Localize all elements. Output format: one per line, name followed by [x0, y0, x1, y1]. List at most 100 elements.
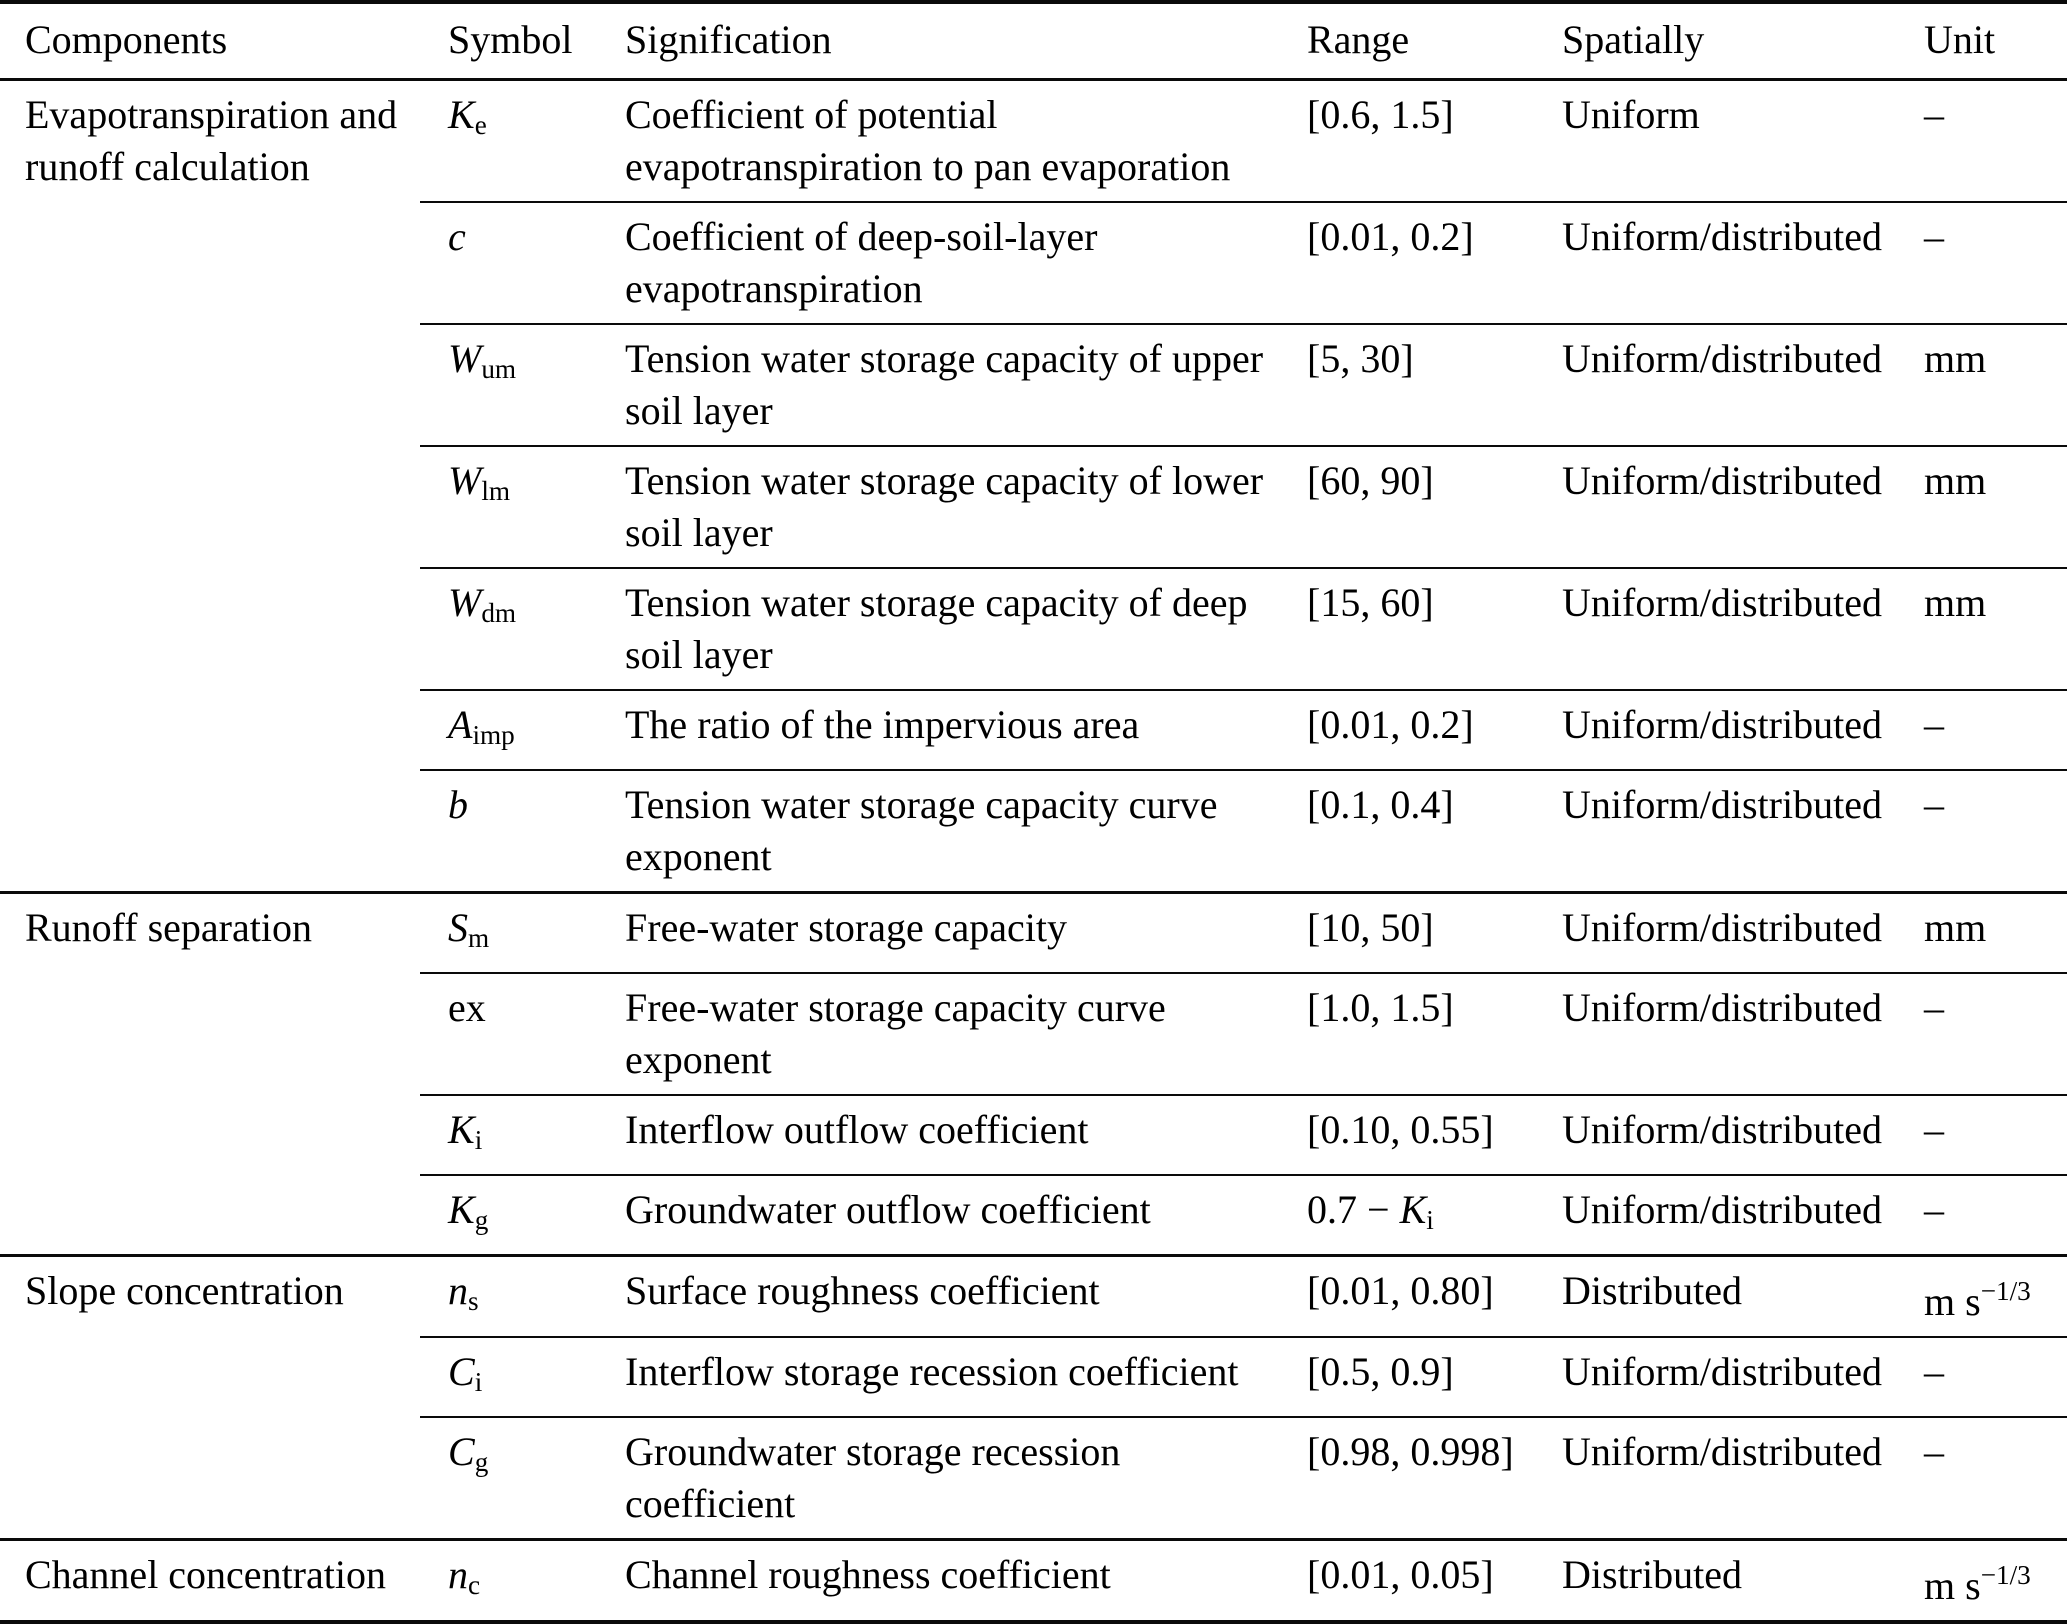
cell-range: [0.01, 0.2]: [1307, 689, 1562, 770]
cell-spatially: Uniform/distributed: [1562, 1173, 1924, 1256]
column-header-range: Range: [1307, 2, 1562, 81]
cell-unit: mm: [1924, 323, 2067, 446]
table-row: Evapotranspiration and runoff calculatio…: [0, 78, 2067, 893]
cell-range: [0.01, 0.80]: [1307, 1253, 1562, 1337]
cell-signification: Tension water storage capacity of upper …: [625, 323, 1307, 446]
cell-signification: The ratio of the impervious area: [625, 689, 1307, 770]
cell-symbol: ns: [420, 1253, 625, 1337]
cell-symbol: b: [420, 768, 625, 893]
cell-symbol: Wdm: [420, 567, 625, 690]
cell-spatially: Uniform/distributed: [1562, 1415, 1924, 1540]
cell-range: [15, 60]: [1307, 567, 1562, 690]
cell-symbol: Cg: [420, 1415, 625, 1540]
cell-spatially: Uniform/distributed: [1562, 1093, 1924, 1175]
cell-signification: Free-water storage capacity curve expone…: [625, 971, 1307, 1095]
table-row: Ki Interflow outflow coefficient [0.10, 0.…: [0, 1093, 2067, 1175]
cell-unit: –: [1924, 1335, 2067, 1417]
cell-unit: –: [1924, 971, 2067, 1095]
cell-spatially: Uniform: [1562, 78, 1924, 202]
cell-signification: Interflow outflow coefficient: [625, 1093, 1307, 1175]
column-header-unit: Unit: [1924, 2, 2067, 81]
cell-spatially: Uniform/distributed: [1562, 201, 1924, 324]
cell-spatially: Uniform/distributed: [1562, 567, 1924, 690]
table-row: ex Free-water storage capacity curve expo…: [0, 971, 2067, 1095]
cell-range: [60, 90]: [1307, 445, 1562, 568]
cell-signification: Coefficient of potential evapotranspirat…: [625, 78, 1307, 202]
cell-signification: Interflow storage recession coefficient: [625, 1335, 1307, 1417]
cell-spatially: Uniform/distributed: [1562, 890, 1924, 973]
cell-unit: –: [1924, 1173, 2067, 1256]
table-row: Slope concentration ns Surface roughness c…: [0, 1253, 2067, 1540]
cell-range: 0.7 − Ki: [1307, 1173, 1562, 1256]
cell-spatially: Uniform/distributed: [1562, 689, 1924, 770]
cell-unit: –: [1924, 201, 2067, 324]
cell-unit: –: [1924, 1093, 2067, 1175]
cell-spatially: Uniform/distributed: [1562, 971, 1924, 1095]
cell-range: [5, 30]: [1307, 323, 1562, 446]
cell-signification: Groundwater storage recession coefficien…: [625, 1415, 1307, 1540]
cell-symbol: Ke: [420, 78, 625, 202]
cell-unit: mm: [1924, 445, 2067, 568]
cell-symbol: ex: [420, 971, 625, 1095]
column-header-signification: Signification: [625, 2, 1307, 81]
table-row: Runoff separation Sm Free-water storage ca…: [0, 890, 2067, 1256]
table-row: Wum Tension water storage capacity of upp…: [0, 323, 2067, 446]
table-header: Components Symbol Signification Range Sp…: [0, 2, 2067, 81]
cell-range: [1.0, 1.5]: [1307, 971, 1562, 1095]
cell-range: [0.01, 0.2]: [1307, 201, 1562, 324]
cell-unit: –: [1924, 768, 2067, 893]
cell-unit: –: [1924, 689, 2067, 770]
cell-component: Runoff separation: [0, 890, 420, 1256]
cell-unit: mm: [1924, 567, 2067, 690]
table-row: Kg Groundwater outflow coefficient 0.7 − K…: [0, 1173, 2067, 1256]
cell-spatially: Distributed: [1562, 1537, 1924, 1622]
cell-unit: –: [1924, 78, 2067, 202]
table-row: Ci Interflow storage recession coefficien…: [0, 1335, 2067, 1417]
cell-signification: Surface roughness coefficient: [625, 1253, 1307, 1337]
cell-spatially: Uniform/distributed: [1562, 1335, 1924, 1417]
cell-signification: Coefficient of deep-soil-layer evapotran…: [625, 201, 1307, 324]
cell-spatially: Distributed: [1562, 1253, 1924, 1337]
cell-component: Channel concentration: [0, 1537, 420, 1622]
cell-unit: m s−1/3: [1924, 1253, 2067, 1337]
cell-range: [0.5, 0.9]: [1307, 1335, 1562, 1417]
cell-range: [0.01, 0.05]: [1307, 1537, 1562, 1622]
table-body: Evapotranspiration and runoff calculatio…: [0, 78, 2067, 1622]
cell-range: [0.6, 1.5]: [1307, 78, 1562, 202]
cell-signification: Tension water storage capacity of deep s…: [625, 567, 1307, 690]
cell-unit: mm: [1924, 890, 2067, 973]
table-row: b Tension water storage capacity curve ex…: [0, 768, 2067, 893]
table-row: c Coefficient of deep-soil-layer evapotra…: [0, 201, 2067, 324]
table-row: Wdm Tension water storage capacity of dee…: [0, 567, 2067, 690]
cell-symbol: Ci: [420, 1335, 625, 1417]
cell-symbol: nc: [420, 1537, 625, 1622]
cell-spatially: Uniform/distributed: [1562, 768, 1924, 893]
table-row: Wlm Tension water storage capacity of low…: [0, 445, 2067, 568]
cell-signification: Tension water storage capacity curve exp…: [625, 768, 1307, 893]
cell-unit: –: [1924, 1415, 2067, 1540]
cell-signification: Tension water storage capacity of lower …: [625, 445, 1307, 568]
cell-unit: m s−1/3: [1924, 1537, 2067, 1622]
cell-symbol: Sm: [420, 890, 625, 973]
cell-spatially: Uniform/distributed: [1562, 323, 1924, 446]
cell-component: Slope concentration: [0, 1253, 420, 1540]
cell-symbol: Aimp: [420, 689, 625, 770]
cell-range: [0.10, 0.55]: [1307, 1093, 1562, 1175]
cell-signification: Channel roughness coefficient: [625, 1537, 1307, 1622]
cell-signification: Free-water storage capacity: [625, 890, 1307, 973]
column-header-components: Components: [0, 2, 420, 81]
cell-symbol: Wlm: [420, 445, 625, 568]
column-header-symbol: Symbol: [420, 2, 625, 81]
cell-range: [10, 50]: [1307, 890, 1562, 973]
cell-component: Evapotranspiration and runoff calculatio…: [0, 78, 420, 893]
cell-symbol: Wum: [420, 323, 625, 446]
header-row: Components Symbol Signification Range Sp…: [0, 2, 2067, 81]
table-row: Channel concentration nc Channel roughness…: [0, 1537, 2067, 1622]
cell-signification: Groundwater outflow coefficient: [625, 1173, 1307, 1256]
cell-spatially: Uniform/distributed: [1562, 445, 1924, 568]
column-header-spatially: Spatially: [1562, 2, 1924, 81]
cell-range: [0.98, 0.998]: [1307, 1415, 1562, 1540]
cell-symbol: c: [420, 201, 625, 324]
